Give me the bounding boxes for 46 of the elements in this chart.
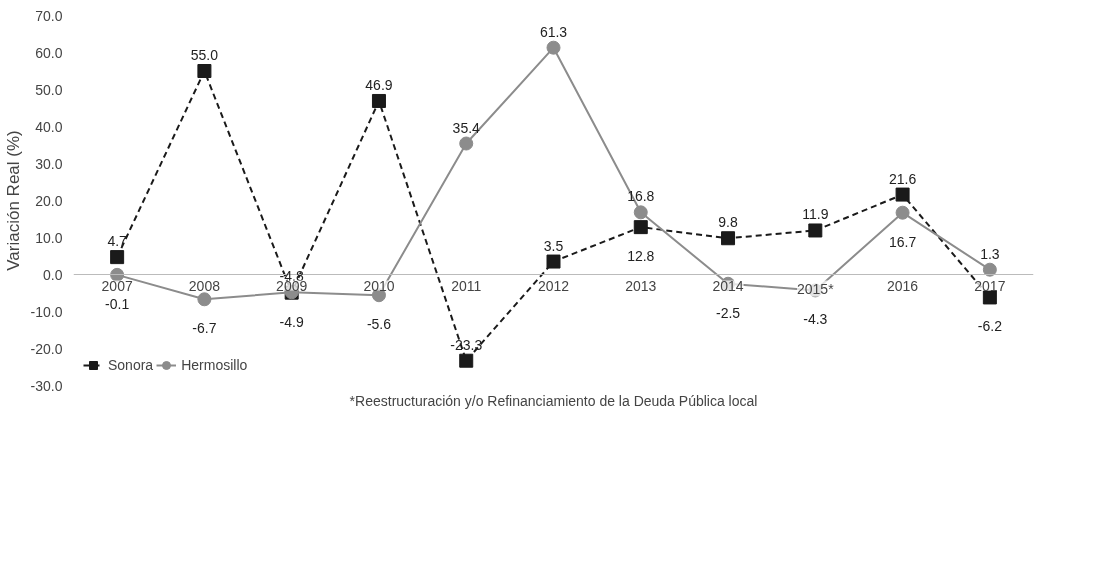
legend-label: Sonora (108, 357, 154, 373)
data-label: -23.3 (450, 336, 483, 353)
x-tick-label: 2013 (625, 277, 657, 294)
x-tick-label: 2016 (887, 277, 919, 294)
y-tick-label: 30.0 (35, 155, 63, 172)
y-tick-label: -10.0 (30, 303, 63, 320)
x-tick-label: 2012 (537, 277, 570, 294)
text: *Reestructuración y/o Refinanciamiento de la Deuda Pública local (349, 392, 758, 409)
data-label: 35.4 (452, 119, 481, 136)
data-label: -6.7 (192, 320, 217, 337)
x-tick-label: 2015* (797, 280, 835, 297)
y-tick-label: -20.0 (30, 340, 63, 357)
data-label: 9.8 (718, 214, 738, 231)
x-tick-label: 2010 (363, 277, 395, 294)
data-label: 16.8 (627, 188, 655, 205)
y-axis-title: Variación Real (%) (3, 130, 23, 271)
legend-label: Hermosillo (181, 357, 248, 373)
data-label: 1.3 (980, 245, 1000, 262)
y-tick-label: 50.0 (35, 81, 63, 98)
y-tick-label: 0.0 (43, 266, 63, 283)
y-tick-label: 40.0 (35, 118, 63, 135)
data-label: 16.7 (888, 233, 917, 250)
x-tick-label: 2007 (101, 277, 133, 294)
data-label: -0.1 (105, 295, 130, 312)
data-label: 3.5 (543, 237, 564, 254)
data-label: -4.9 (279, 313, 304, 330)
y-tick-label: 20.0 (35, 192, 63, 209)
y-tick-label: 10.0 (35, 229, 63, 246)
data-label: 61.3 (539, 23, 568, 40)
x-tick-label: 2017 (974, 277, 1006, 294)
data-label: -2.5 (715, 304, 741, 321)
data-label: -6.2 (977, 318, 1003, 335)
x-tick-label: 2014 (712, 277, 744, 294)
data-label: -5.6 (366, 316, 392, 333)
y-tick-label: -30.0 (30, 377, 63, 394)
data-label: -4.3 (803, 311, 828, 328)
data-label: 4.7 (107, 233, 128, 250)
x-tick-label: 2008 (188, 277, 221, 294)
x-tick-label: 2011 (451, 277, 482, 294)
data-label: 11.9 (802, 206, 829, 223)
data-label: 12.8 (627, 248, 655, 265)
data-label: 46.9 (365, 76, 393, 93)
data-label: 55.0 (190, 47, 219, 63)
data-label: 21.6 (888, 170, 917, 187)
y-tick-label: 70.0 (35, 7, 63, 24)
y-tick-label: 60.0 (35, 44, 63, 61)
